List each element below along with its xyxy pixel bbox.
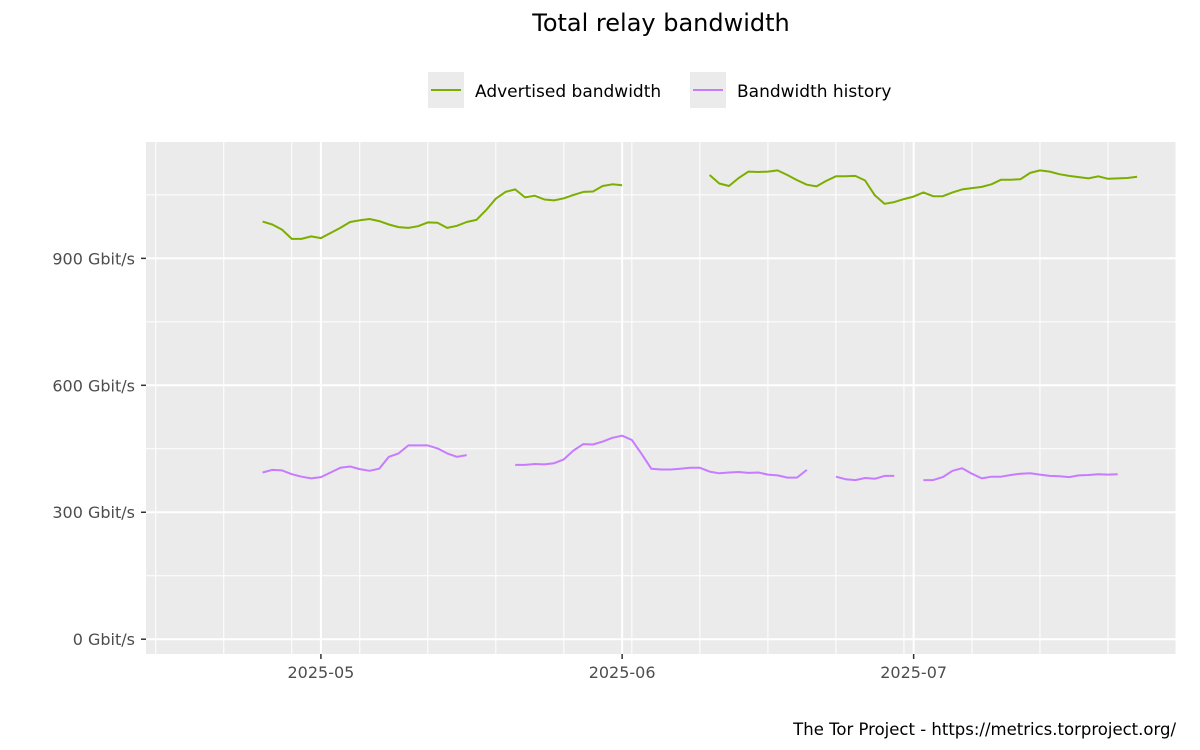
series-0-segment-0 (262, 183, 623, 240)
plot-panel (146, 142, 1176, 654)
y-axis: 0 Gbit/s 300 Gbit/s 600 Gbit/s 900 Gbit/s (52, 249, 146, 649)
y-tick-label: 900 Gbit/s (52, 249, 135, 268)
series-1-segment-3 (923, 467, 1118, 482)
series-1-segment-0 (262, 444, 467, 480)
x-tick-label: 2025-07 (880, 663, 947, 682)
series-0-segment-1 (708, 169, 1138, 205)
series-1-segment-2 (835, 474, 895, 482)
y-tick-label: 300 Gbit/s (52, 503, 135, 522)
chart-caption: The Tor Project - https://metrics.torpro… (792, 720, 1176, 739)
y-tick-label: 600 Gbit/s (52, 376, 135, 395)
legend-label-history: Bandwidth history (737, 82, 891, 102)
y-tick-label: 0 Gbit/s (73, 630, 135, 649)
minor-gridlines (146, 142, 1177, 654)
legend: Advertised bandwidth Bandwidth history (428, 72, 891, 108)
major-gridlines (146, 142, 1176, 654)
x-tick-label: 2025-05 (287, 663, 354, 682)
x-axis: 2025-05 2025-06 2025-07 (287, 654, 947, 682)
series-1-segment-1 (515, 434, 808, 479)
series-lines (262, 169, 1138, 482)
legend-label-advertised: Advertised bandwidth (475, 82, 661, 102)
chart-title: Total relay bandwidth (531, 9, 790, 37)
x-tick-label: 2025-06 (589, 663, 656, 682)
